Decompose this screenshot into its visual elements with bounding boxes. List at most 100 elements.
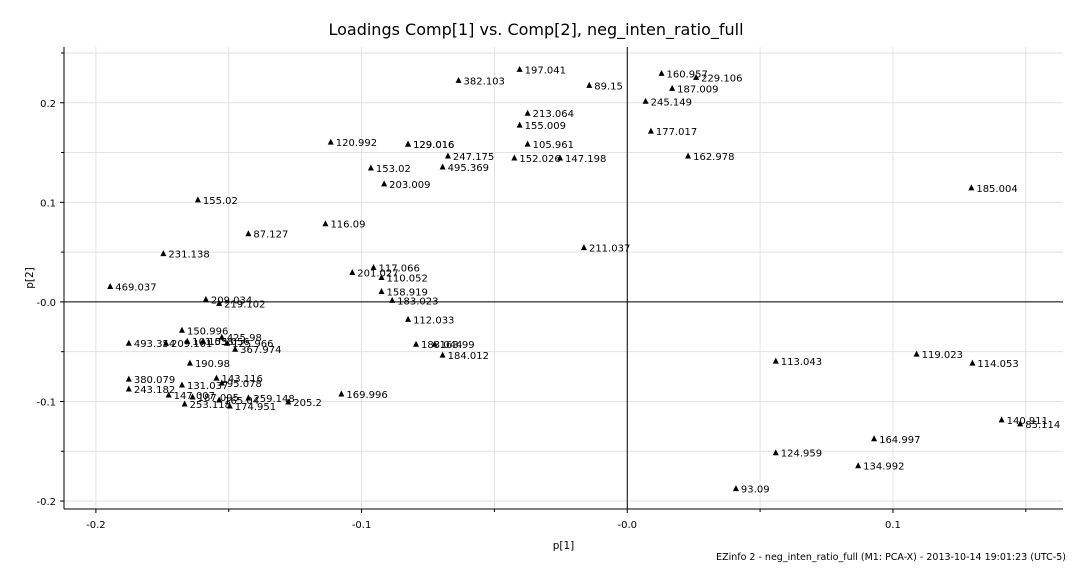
point-label: 229.106	[701, 73, 742, 84]
point-marker	[245, 230, 252, 237]
point-label: 190.98	[195, 359, 230, 370]
point-marker	[226, 402, 233, 409]
point-marker	[232, 345, 239, 352]
point-label: 162.978	[693, 152, 734, 163]
point-label: 183.044	[421, 340, 462, 351]
x-tick-label: 0.1	[885, 520, 901, 531]
point-marker	[389, 296, 396, 303]
point-label: 163.99	[440, 340, 475, 351]
point-label: 382.103	[464, 76, 505, 87]
point-label: 253.118	[190, 400, 231, 411]
point-label: 158.919	[387, 287, 428, 298]
point-marker	[370, 264, 377, 271]
point-marker	[367, 164, 374, 171]
point-marker	[224, 339, 231, 346]
point-marker	[444, 152, 451, 159]
point-marker	[349, 269, 356, 276]
x-axis-label: p[1]	[553, 540, 575, 552]
point-label: 183.023	[397, 296, 438, 307]
point-label: 205.2	[293, 398, 322, 409]
point-marker	[586, 81, 593, 88]
point-marker	[413, 340, 420, 347]
point-label: 125.966	[232, 339, 273, 350]
point-marker	[855, 462, 862, 469]
point-label: 152.026	[519, 154, 560, 165]
point-label: 495.369	[448, 163, 489, 174]
point-marker	[642, 97, 649, 104]
point-label: 153.056	[208, 337, 249, 348]
x-tick-label: -0.0	[618, 520, 638, 531]
point-label: 243.182	[134, 385, 175, 396]
point-marker	[218, 379, 225, 386]
point-marker	[125, 339, 132, 346]
point-label: 203.009	[389, 180, 430, 191]
point-label: 134.992	[863, 462, 904, 473]
x-tick-label: -0.2	[86, 520, 106, 531]
point-label: 143.116	[222, 374, 263, 385]
point-label: 110.052	[387, 274, 428, 285]
point-marker	[516, 65, 523, 72]
point-marker	[285, 398, 292, 405]
point-marker	[200, 337, 207, 344]
point-label: 95.078	[227, 379, 262, 390]
point-label: 184.012	[448, 351, 489, 362]
point-marker	[186, 359, 193, 366]
point-marker	[125, 375, 132, 382]
point-marker	[216, 299, 223, 306]
point-marker	[160, 250, 167, 257]
point-marker	[969, 359, 976, 366]
point-label: 259.148	[253, 394, 294, 405]
point-marker	[516, 121, 523, 128]
point-marker	[772, 449, 779, 456]
point-marker	[524, 140, 531, 147]
point-marker	[202, 295, 209, 302]
x-tick-label: -0.1	[352, 520, 372, 531]
point-marker	[322, 220, 329, 227]
point-label: 219.102	[224, 299, 265, 310]
point-marker	[658, 69, 665, 76]
point-label: 129.016	[413, 140, 454, 151]
point-marker	[194, 196, 201, 203]
point-label: 87.127	[253, 230, 288, 241]
point-label: 117.066	[379, 264, 420, 275]
y-tick-label: -0.1	[36, 397, 56, 408]
point-label: 114.053	[977, 359, 1018, 370]
y-tick-label: 0.1	[40, 198, 56, 209]
point-marker	[913, 350, 920, 357]
point-marker	[439, 163, 446, 170]
point-label: 493.354	[134, 339, 175, 350]
point-label: 120.992	[336, 138, 377, 149]
point-marker	[647, 127, 654, 134]
point-label: 169.996	[346, 390, 387, 401]
point-label: 93.09	[741, 485, 770, 496]
point-marker	[524, 109, 531, 116]
point-marker	[178, 326, 185, 333]
point-label: 469.037	[115, 282, 156, 293]
point-label: 245.149	[651, 97, 692, 108]
point-label: 165.04	[224, 396, 259, 407]
point-marker	[998, 416, 1005, 423]
point-marker	[511, 154, 518, 161]
point-label: 160.957	[667, 69, 708, 80]
point-label: 155.009	[525, 121, 566, 132]
point-label: 131.037	[187, 381, 228, 392]
point-marker	[557, 154, 564, 161]
point-label: 140.911	[1007, 416, 1048, 427]
point-marker	[378, 274, 385, 281]
point-label: 147.198	[565, 154, 606, 165]
point-marker	[405, 315, 412, 322]
point-label: 155.02	[203, 196, 238, 207]
point-marker	[189, 393, 196, 400]
point-marker	[693, 73, 700, 80]
point-label: 124.959	[781, 449, 822, 460]
point-label: 89.15	[594, 81, 623, 92]
point-label: 380.079	[134, 375, 175, 386]
point-label: 116.09	[330, 220, 365, 231]
point-marker	[125, 385, 132, 392]
point-label: 187.009	[677, 84, 718, 95]
point-label: 112.033	[413, 315, 454, 326]
point-label: 177.017	[656, 127, 697, 138]
y-axis-label: p[2]	[24, 267, 36, 289]
